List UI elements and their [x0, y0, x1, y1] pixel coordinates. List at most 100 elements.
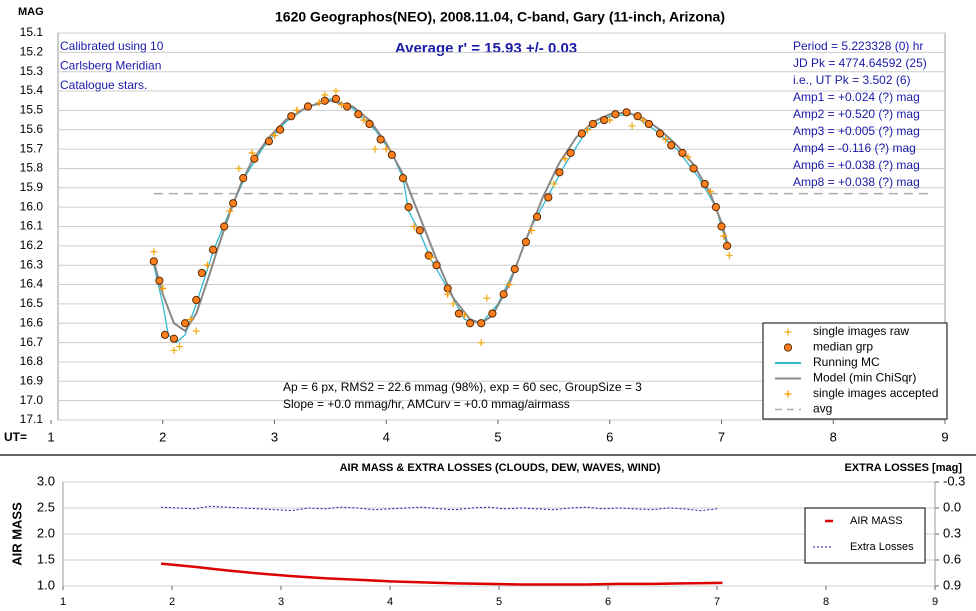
point [275, 125, 285, 134]
y-tick-label: 15.3 [20, 64, 44, 78]
x-tick-label: 1 [60, 596, 66, 608]
point [192, 327, 200, 335]
x-tick-label: 9 [941, 429, 948, 444]
point [689, 164, 698, 173]
point [700, 179, 709, 189]
point [544, 193, 553, 202]
x-axis-label: UT= [4, 430, 27, 444]
y-axis-label: MAG [18, 6, 44, 18]
point [264, 137, 274, 146]
legend-symbol [784, 328, 792, 336]
point [550, 180, 558, 188]
y-tick-label: 16.8 [20, 354, 44, 368]
legend-symbol [784, 390, 792, 398]
x-tick-label: 5 [496, 596, 502, 608]
note: Ap = 6 px, RMS2 = 22.6 mmag (98%), exp =… [283, 380, 642, 394]
y-tick-label: 16.4 [20, 277, 44, 291]
series-line [160, 562, 723, 586]
point [365, 119, 374, 129]
point [722, 241, 732, 250]
point [465, 319, 475, 328]
y-tick-label: 15.6 [20, 122, 44, 136]
note: Amp6 = +0.038 (?) mag [793, 158, 920, 172]
point [159, 284, 167, 292]
note: Amp4 = -0.116 (?) mag [793, 141, 916, 155]
point [203, 261, 211, 269]
note: Amp3 = +0.005 (?) mag [793, 124, 920, 138]
point [460, 312, 468, 320]
point [577, 129, 586, 138]
point [187, 315, 195, 323]
x-tick-label: 8 [823, 596, 829, 608]
x-tick-label: 8 [830, 429, 837, 444]
y-tick-label: 15.8 [20, 161, 44, 175]
y2-tick-label: 0.9 [943, 577, 961, 592]
point [644, 119, 653, 129]
x-tick-label: 3 [271, 429, 278, 444]
chart-title: 1620 Geographos(NEO), 2008.11.04, C-band… [275, 9, 725, 25]
y2-tick-label: 0.3 [943, 525, 961, 540]
note: Amp8 = +0.038 (?) mag [793, 175, 920, 189]
point [684, 153, 692, 161]
point [483, 294, 491, 302]
point [331, 94, 341, 103]
y-tick-label: 16.6 [20, 315, 44, 329]
y-tick-label: 17.0 [20, 393, 44, 407]
point [667, 141, 676, 150]
curve [152, 99, 729, 333]
point [293, 106, 301, 114]
y-tick-label: 15.9 [20, 180, 44, 194]
x-tick-label: 1 [47, 429, 54, 444]
y-tick-label: 2.5 [37, 499, 55, 514]
y2-axis-label: EXTRA LOSSES [mag] [844, 462, 962, 474]
legend-label: single images accepted [813, 386, 938, 400]
chart-title: AIR MASS & EXTRA LOSSES (CLOUDS, DEW, WA… [340, 462, 661, 474]
point [606, 116, 614, 124]
point [169, 334, 179, 343]
curve [153, 98, 728, 344]
point [622, 108, 631, 117]
point [371, 145, 379, 153]
note: Period = 5.223328 (0) hr [793, 39, 923, 53]
legend-label: median grp [813, 340, 873, 354]
y-tick-label: 1.0 [37, 577, 55, 592]
point [208, 245, 218, 254]
point [655, 129, 665, 138]
y-tick-label: 15.2 [20, 45, 44, 59]
note: Amp1 = +0.024 (?) mag [793, 90, 920, 104]
y2-tick-label: 0.6 [943, 551, 961, 566]
note: Carlsberg Meridian [60, 59, 161, 73]
x-tick-label: 6 [606, 429, 613, 444]
x-tick-label: 4 [387, 596, 393, 608]
y-tick-label: 16.1 [20, 219, 44, 233]
point [376, 135, 385, 144]
point [488, 309, 497, 318]
point [510, 264, 519, 274]
note: Slope = +0.0 mmag/hr, AMCurv = +0.0 mmag… [283, 397, 570, 411]
point [197, 268, 206, 278]
legend-label: AIR MASS [850, 515, 903, 527]
point [271, 132, 278, 140]
y-tick-label: 15.1 [20, 25, 44, 39]
y-tick-label: 1.5 [37, 551, 55, 566]
point [239, 174, 248, 183]
note: i.e., UT Pk = 3.502 (6) [793, 73, 911, 87]
point [639, 116, 647, 124]
x-tick-label: 9 [932, 596, 938, 608]
point [192, 295, 201, 305]
point [427, 253, 435, 261]
y-tick-label: 3.0 [37, 473, 55, 488]
point [717, 222, 726, 231]
point [181, 319, 190, 328]
y-tick-label: 2.0 [37, 525, 55, 540]
note: Calibrated using 10 [60, 39, 164, 53]
point [160, 330, 170, 339]
point [611, 110, 620, 119]
series-line [161, 505, 718, 512]
point [150, 248, 158, 256]
y-tick-label: 16.5 [20, 296, 44, 310]
point [583, 126, 591, 134]
x-tick-label: 2 [159, 429, 166, 444]
y-tick-label: 16.0 [20, 199, 44, 213]
